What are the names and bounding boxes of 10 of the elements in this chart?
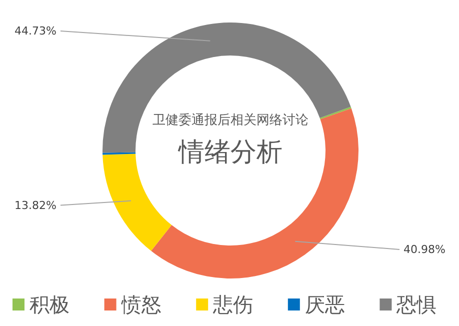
- legend-label: 厌恶: [304, 292, 345, 316]
- data-label: 13.82%: [14, 198, 57, 212]
- text: 情绪分析: [178, 138, 282, 168]
- data-label: 44.73%: [14, 24, 57, 38]
- text: 卫健委通报后相关网络讨论: [152, 113, 308, 128]
- legend-label: 悲伤: [212, 292, 254, 316]
- legend-label: 积极: [30, 292, 70, 316]
- data-label: 40.98%: [404, 242, 446, 256]
- legend-label: 愤怒: [120, 292, 162, 316]
- legend-label: 恐惧: [396, 292, 437, 316]
